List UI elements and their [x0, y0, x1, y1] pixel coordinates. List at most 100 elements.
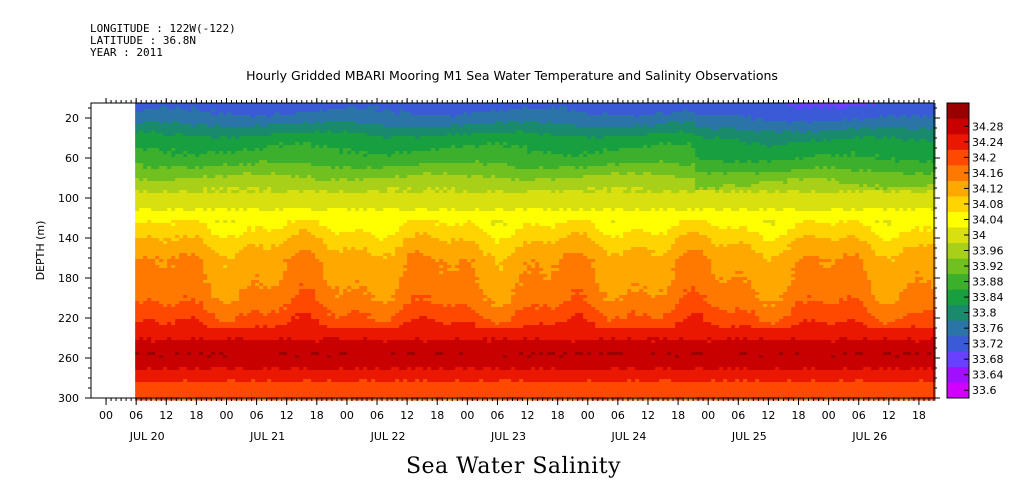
heatmap-cell: [327, 367, 332, 371]
heatmap-cell: [275, 334, 280, 338]
heatmap-cell: [223, 169, 228, 173]
heatmap-cell: [223, 364, 228, 368]
heatmap-cell: [159, 103, 164, 107]
heatmap-cell: [271, 307, 276, 311]
heatmap-cell: [263, 340, 268, 344]
heatmap-cell: [327, 187, 332, 191]
heatmap-cell: [323, 373, 328, 377]
heatmap-cell: [235, 196, 240, 200]
heatmap-cell: [287, 130, 292, 134]
heatmap-cell: [283, 202, 288, 206]
heatmap-cell: [159, 145, 164, 149]
heatmap-cell: [207, 214, 212, 218]
heatmap-cell: [231, 187, 236, 191]
heatmap-cell: [187, 355, 192, 359]
heatmap-cell: [211, 274, 216, 278]
heatmap-cell: [155, 157, 160, 161]
heatmap-cell: [143, 310, 148, 314]
heatmap-cell: [331, 301, 336, 305]
heatmap-cell: [243, 379, 248, 383]
heatmap-cell: [251, 235, 256, 239]
heatmap-cell: [255, 262, 260, 266]
heatmap-cell: [251, 319, 256, 323]
heatmap-cell: [263, 244, 268, 248]
heatmap-cell: [235, 373, 240, 377]
heatmap-cell: [183, 397, 188, 401]
heatmap-cell: [315, 319, 320, 323]
heatmap-cell: [155, 208, 160, 212]
heatmap-cell: [275, 304, 280, 308]
heatmap-cell: [171, 313, 176, 317]
heatmap-cell: [267, 190, 272, 194]
heatmap-cell: [275, 256, 280, 260]
heatmap-cell: [215, 190, 220, 194]
heatmap-cell: [279, 286, 284, 290]
heatmap-cell: [163, 358, 168, 362]
heatmap-cell: [179, 166, 184, 170]
heatmap-cell: [259, 361, 264, 365]
heatmap-cell: [251, 199, 256, 203]
heatmap-cell: [287, 316, 292, 320]
heatmap-cell: [291, 259, 296, 263]
heatmap-cell: [283, 289, 288, 293]
heatmap-cell: [315, 313, 320, 317]
heatmap-cell: [135, 148, 140, 152]
heatmap-cell: [155, 322, 160, 326]
heatmap-cell: [155, 151, 160, 155]
heatmap-cell: [187, 388, 192, 392]
heatmap-cell: [243, 130, 248, 134]
heatmap-cell: [163, 178, 168, 182]
heatmap-cell: [143, 382, 148, 386]
heatmap-cell: [167, 226, 172, 230]
heatmap-cell: [251, 280, 256, 284]
heatmap-cell: [151, 397, 156, 401]
heatmap-cell: [155, 382, 160, 386]
heatmap-cell: [215, 103, 220, 107]
heatmap-cell: [295, 166, 300, 170]
heatmap-cell: [259, 370, 264, 374]
heatmap-cell: [143, 352, 148, 356]
heatmap-cell: [319, 373, 324, 377]
heatmap-cell: [139, 391, 144, 395]
heatmap-cell: [207, 154, 212, 158]
heatmap-cell: [255, 250, 260, 254]
heatmap-cell: [243, 166, 248, 170]
heatmap-cell: [147, 154, 152, 158]
heatmap-cell: [263, 193, 268, 197]
heatmap-cell: [307, 199, 312, 203]
heatmap-cell: [215, 259, 220, 263]
heatmap-cell: [299, 151, 304, 155]
heatmap-cell: [263, 397, 268, 401]
heatmap-cell: [323, 178, 328, 182]
heatmap-cell: [295, 115, 300, 119]
heatmap-cell: [135, 202, 140, 206]
heatmap-cell: [159, 250, 164, 254]
heatmap-cell: [191, 232, 196, 236]
heatmap-cell: [151, 136, 156, 140]
heatmap-cell: [251, 364, 256, 368]
heatmap-cell: [279, 391, 284, 395]
heatmap-cell: [211, 373, 216, 377]
heatmap-cell: [167, 169, 172, 173]
heatmap-cell: [311, 277, 316, 281]
heatmap-cell: [183, 196, 188, 200]
heatmap-cell: [291, 220, 296, 224]
heatmap-cell: [191, 196, 196, 200]
heatmap-cell: [247, 223, 252, 227]
heatmap-cell: [183, 283, 188, 287]
heatmap-cell: [135, 274, 140, 278]
heatmap-cell: [155, 247, 160, 251]
heatmap-cell: [311, 124, 316, 128]
heatmap-cell: [203, 322, 208, 326]
heatmap-cell: [299, 370, 304, 374]
heatmap-cell: [271, 391, 276, 395]
heatmap-cell: [311, 241, 316, 245]
heatmap-cell: [143, 235, 148, 239]
heatmap-cell: [171, 193, 176, 197]
heatmap-cell: [267, 262, 272, 266]
heatmap-cell: [287, 157, 292, 161]
heatmap-cell: [303, 154, 308, 158]
heatmap-cell: [139, 358, 144, 362]
heatmap-cell: [219, 280, 224, 284]
heatmap-cell: [195, 277, 200, 281]
